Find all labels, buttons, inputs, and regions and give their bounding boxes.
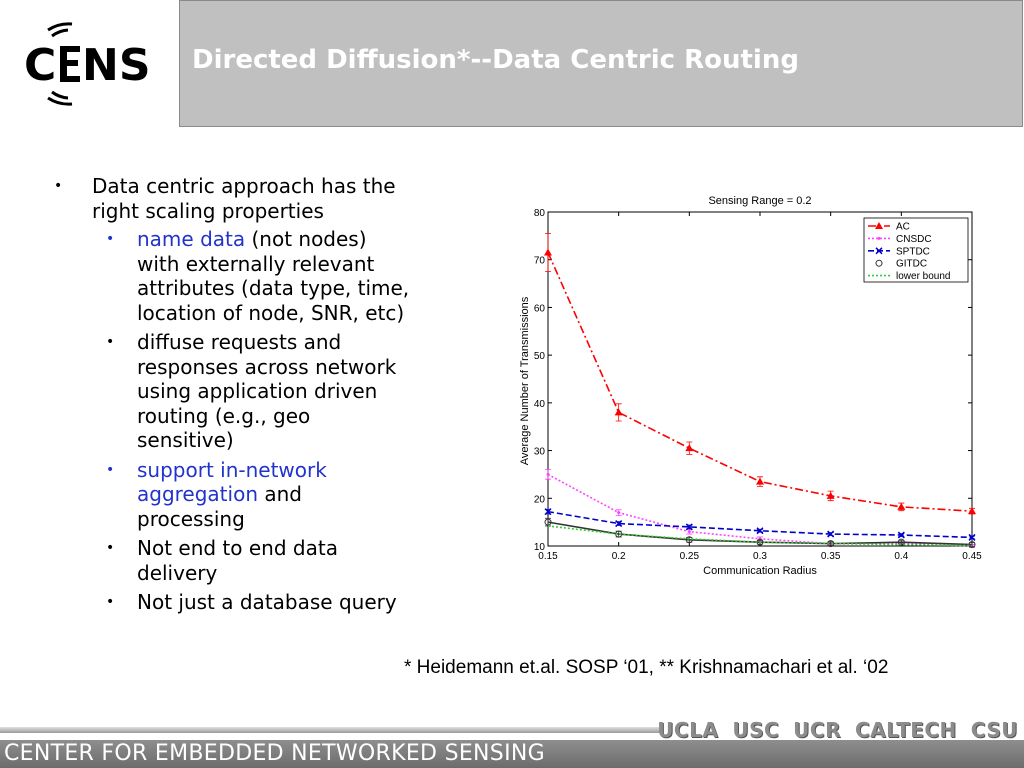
- university-csu: CSU: [970, 718, 1018, 742]
- legend-label-cnsdc: CNSDC: [896, 234, 932, 245]
- data-point-ac: [897, 502, 906, 510]
- bullet-dot: •: [106, 461, 115, 478]
- chart-title: Sensing Range = 0.2: [708, 195, 811, 207]
- x-tick-label: 0.15: [538, 551, 558, 562]
- sub-bullet-line: location of node, SNR, etc): [137, 300, 405, 325]
- data-point-sptdc: [827, 530, 835, 538]
- data-point-ac: [544, 248, 552, 256]
- legend-label-sptdc: SPTDC: [896, 246, 930, 257]
- footer-org-name: CENTER FOR EMBEDDED NETWORKED SENSING: [4, 741, 545, 766]
- sub-bullet-text: and: [258, 482, 302, 506]
- sub-bullet-line: routing (e.g., geo: [137, 403, 311, 428]
- legend-marker-cnsdc: [877, 236, 881, 240]
- data-point-sptdc: [615, 520, 623, 528]
- data-point-ac: [826, 491, 835, 499]
- university-ucr: UCR: [793, 718, 841, 742]
- chart-ylabel: Average Number of Transmissions: [519, 296, 531, 465]
- data-point-ac: [756, 477, 764, 485]
- transmissions-chart: Sensing Range = 0.2 Communication Radius…: [510, 188, 990, 578]
- sub-bullet-line: sensitive): [137, 428, 234, 452]
- x-tick-label: 0.45: [962, 551, 982, 562]
- chart-xlabel: Communication Radius: [703, 565, 817, 577]
- sub-bullet-line: using application driven: [137, 379, 378, 403]
- chart-svg: Sensing Range = 0.2 Communication Radius…: [519, 195, 982, 577]
- data-point-cnsdc: [617, 511, 621, 515]
- sub-bullet-list: • name data (not nodes) with externally …: [50, 227, 470, 615]
- data-point-ac: [968, 507, 976, 515]
- sub-bullet-not-end-to-end: • Not end to end data delivery: [50, 536, 470, 585]
- x-tick-label: 0.2: [612, 551, 626, 562]
- x-tick-label: 0.4: [894, 551, 908, 562]
- x-tick-label: 0.3: [753, 551, 767, 562]
- bullet-main-line: right scaling properties: [92, 198, 324, 223]
- sub-bullet-line: delivery: [137, 560, 218, 585]
- university-usc: USC: [732, 718, 780, 742]
- legend-marker-ac: [875, 222, 883, 229]
- bullet-dot: •: [106, 334, 115, 350]
- university-caltech: CALTECH: [854, 718, 957, 742]
- sub-bullet-diffuse: • diffuse requests and responses across …: [50, 330, 470, 453]
- data-point-sptdc: [685, 523, 693, 531]
- bullet-main-line: Data centric approach has the: [92, 174, 396, 198]
- sub-bullet-line: processing: [137, 506, 245, 531]
- series-line-lower-bound: [547, 525, 973, 547]
- sub-bullet-line: Not just a database query: [137, 590, 397, 614]
- x-tick-label: 0.35: [821, 551, 841, 562]
- data-point-gitdc: [544, 518, 552, 526]
- data-point-sptdc: [897, 531, 905, 539]
- title-bar: Directed Diffusion*--Data Centric Routin…: [179, 0, 1023, 127]
- y-tick-label: 10: [534, 542, 546, 553]
- y-tick-label: 60: [534, 303, 546, 314]
- legend-label-lower-bound: lower bound: [896, 271, 950, 282]
- university-list: UCLA USC UCR CALTECH CSU: [643, 718, 1018, 742]
- legend-label-gitdc: GITDC: [896, 259, 927, 270]
- sub-bullet-line: Not end to end data: [137, 536, 338, 560]
- sub-bullet-line: with externally relevant: [137, 251, 375, 276]
- y-tick-label: 50: [534, 351, 546, 362]
- data-point-gitdc: [897, 538, 905, 546]
- y-tick-label: 40: [534, 399, 546, 410]
- data-point-gitdc: [968, 541, 976, 549]
- svg-text:NS: NS: [82, 40, 151, 91]
- sub-bullet-aggregation: • support in-network aggregation and pro…: [50, 458, 470, 532]
- data-point-sptdc: [756, 527, 764, 535]
- bullet-dot: •: [106, 231, 115, 247]
- svg-text:C: C: [24, 40, 56, 91]
- data-point-ac: [685, 444, 694, 452]
- bullet-dot: •: [106, 594, 115, 610]
- sub-bullet-highlight: support in-network: [137, 457, 327, 482]
- data-point-cnsdc: [687, 530, 691, 534]
- bullet-list: • Data centric approach has the right sc…: [50, 174, 470, 620]
- y-tick-label: 30: [534, 447, 546, 458]
- data-point-gitdc: [685, 536, 693, 544]
- data-point-cnsdc: [546, 472, 550, 476]
- sub-bullet-highlight: aggregation: [137, 482, 258, 506]
- x-tick-label: 0.25: [680, 551, 700, 562]
- sub-bullet-name-data: • name data (not nodes) with externally …: [50, 227, 470, 325]
- legend-marker-gitdc: [875, 259, 883, 267]
- y-tick-label: 70: [534, 256, 546, 267]
- data-point-sptdc: [968, 533, 976, 541]
- sub-bullet-line: attributes (data type, time,: [137, 276, 410, 300]
- citation-text: * Heidemann et.al. SOSP ‘01, ** Krishnam…: [404, 657, 889, 678]
- bullet-dot: •: [54, 178, 63, 194]
- university-ucla: UCLA: [657, 718, 719, 742]
- sub-bullet-not-database: • Not just a database query: [50, 590, 470, 615]
- sub-bullet-text: (not nodes): [245, 227, 367, 251]
- data-point-sptdc: [544, 508, 552, 516]
- bullet-dot: •: [106, 540, 115, 556]
- legend-marker-sptdc: [875, 247, 883, 255]
- slide-title: Directed Diffusion*--Data Centric Routin…: [192, 45, 799, 75]
- sub-bullet-line: responses across network: [137, 354, 397, 379]
- footer-divider: [0, 727, 660, 733]
- footer-bar: CENTER FOR EMBEDDED NETWORKED SENSING: [0, 740, 1024, 768]
- legend-label-ac: AC: [896, 222, 910, 233]
- y-tick-label: 80: [534, 208, 546, 219]
- cens-logo: C NS: [22, 22, 152, 106]
- bullet-main: • Data centric approach has the right sc…: [50, 174, 470, 223]
- y-tick-label: 20: [534, 494, 546, 505]
- data-point-ac: [614, 408, 623, 416]
- sub-bullet-line: diffuse requests and: [137, 330, 342, 354]
- sub-bullet-highlight: name data: [137, 227, 246, 251]
